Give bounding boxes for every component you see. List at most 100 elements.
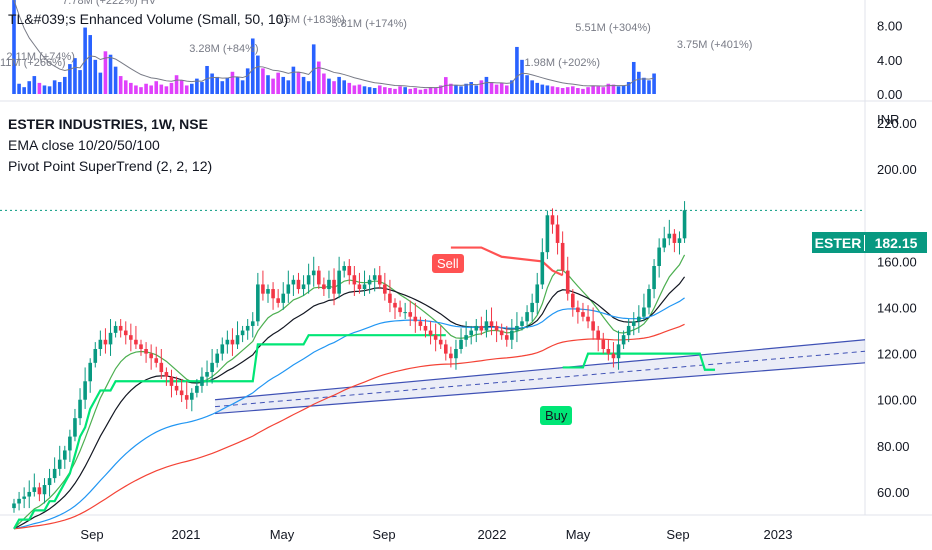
volume-bar — [596, 86, 600, 94]
candle-body — [286, 284, 291, 294]
volume-bar — [32, 76, 37, 94]
candle-body — [403, 312, 407, 314]
volume-bar — [499, 82, 504, 94]
candle-body — [444, 344, 448, 354]
volume-indicator-title[interactable]: TL&#039;s Enhanced Volume (Small, 50, 10… — [8, 11, 289, 27]
candle-body — [245, 325, 250, 331]
volume-bar — [428, 87, 433, 94]
candle-body — [225, 339, 230, 345]
volume-bar — [398, 86, 402, 94]
candle-body — [63, 450, 67, 460]
candle-body — [515, 325, 519, 331]
volume-bar — [123, 80, 128, 94]
time-axis-label: May — [566, 527, 591, 542]
volume-bar — [144, 83, 148, 94]
candle-body — [545, 215, 550, 253]
volume-bar — [52, 80, 57, 94]
volume-bar — [571, 86, 575, 94]
candle-body — [677, 238, 682, 243]
volume-bar — [174, 75, 179, 94]
candle-body — [240, 330, 245, 336]
volume-bar — [129, 82, 133, 94]
volume-bar — [296, 71, 301, 94]
candle-body — [631, 321, 636, 326]
volume-bar — [576, 88, 580, 94]
volume-bar — [489, 82, 494, 94]
volume-bar — [555, 87, 560, 94]
symbol-title[interactable]: ESTER INDUSTRIES, 1W, NSE — [8, 116, 208, 132]
volume-bar — [240, 80, 245, 94]
volume-bar — [205, 65, 209, 94]
volume-bar — [372, 88, 377, 94]
candle-body — [230, 339, 235, 345]
candle-body — [93, 349, 98, 363]
buy-signal-tag: Buy — [540, 406, 573, 425]
candle-body — [601, 339, 606, 349]
price-tick-label: 220.00 — [877, 116, 917, 131]
candle-body — [103, 339, 108, 345]
volume-bar — [17, 83, 21, 94]
price-tick-label: 160.00 — [877, 254, 917, 269]
ema-indicator-label[interactable]: EMA close 10/20/50/100 — [8, 137, 160, 153]
supertrend-indicator-label[interactable]: Pivot Point SuperTrend (2, 2, 12) — [8, 158, 213, 174]
candle-body — [510, 330, 514, 340]
volume-bar — [581, 88, 585, 94]
candle-body — [621, 335, 626, 345]
candle-body — [134, 339, 138, 345]
volume-bar — [118, 76, 123, 94]
candle-body — [164, 372, 169, 377]
volume-bar — [418, 89, 423, 94]
candle-body — [520, 321, 524, 326]
supertrend-bull-line-2 — [562, 352, 716, 371]
volume-bar — [393, 88, 397, 94]
candle-body — [489, 321, 494, 326]
volume-bar — [383, 87, 387, 94]
volume-bar — [37, 82, 42, 94]
candle-body — [118, 325, 123, 331]
volume-bar — [449, 83, 453, 94]
candle-body — [555, 224, 560, 243]
candle-body — [357, 284, 362, 290]
volume-bar — [560, 88, 565, 94]
volume-bar — [286, 80, 291, 94]
candle-body — [449, 353, 453, 359]
candle-body — [352, 275, 357, 285]
volume-bar — [545, 85, 550, 94]
candle-body — [525, 312, 529, 322]
volume-bar — [195, 78, 199, 94]
volume-bar — [256, 55, 260, 94]
candle-body — [98, 339, 103, 349]
volume-bar — [408, 88, 413, 94]
candle-body — [667, 233, 672, 239]
volume-bar — [22, 87, 26, 94]
volume-bar — [504, 85, 509, 94]
candle-body — [32, 487, 37, 492]
volume-bar — [611, 84, 616, 94]
candle-body — [149, 353, 153, 359]
candle-body — [637, 316, 641, 322]
time-axis-label: 2021 — [172, 527, 201, 542]
volume-spike-label: 5.81M (+174%) — [331, 18, 407, 30]
volume-bar — [631, 61, 636, 94]
volume-bar — [230, 71, 235, 94]
volume-bar — [342, 80, 346, 94]
candle-body — [367, 279, 372, 285]
volume-bar — [494, 84, 499, 94]
candle-body — [129, 335, 133, 340]
candle-body — [550, 215, 555, 225]
volume-bar — [510, 80, 514, 94]
candle-body — [179, 390, 184, 396]
candle-body — [662, 238, 667, 248]
volume-bar — [565, 87, 570, 94]
candle-body — [372, 275, 377, 280]
candle-body — [306, 275, 311, 285]
volume-bar — [301, 76, 306, 94]
volume-bar — [413, 88, 418, 94]
volume-bar — [626, 82, 631, 94]
volume-bar — [63, 76, 67, 94]
volume-bar — [139, 87, 143, 94]
candle-body — [311, 270, 316, 276]
candle-body — [27, 491, 32, 497]
volume-bar — [367, 87, 372, 94]
